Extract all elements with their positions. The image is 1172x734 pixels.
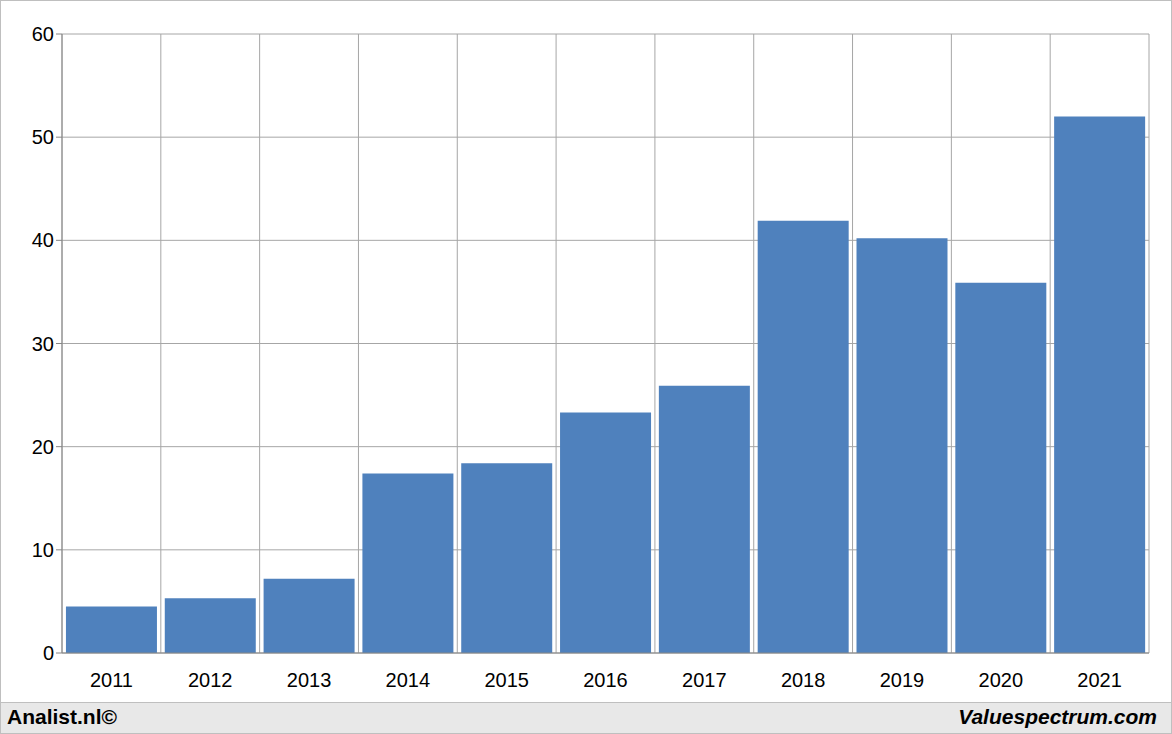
svg-text:2011: 2011 — [90, 669, 133, 691]
svg-text:50: 50 — [32, 126, 54, 148]
svg-text:2017: 2017 — [682, 669, 727, 691]
svg-text:2019: 2019 — [880, 669, 925, 691]
svg-text:40: 40 — [32, 229, 54, 251]
html-text:Valuespectrum.com: Valuespectrum.com — [958, 705, 1157, 728]
svg-text:2012: 2012 — [188, 669, 233, 691]
svg-text:2013: 2013 — [287, 669, 332, 691]
svg-text:10: 10 — [32, 539, 54, 561]
svg-text:2014: 2014 — [386, 669, 431, 691]
svg-text:2018: 2018 — [781, 669, 826, 691]
svg-text:20: 20 — [32, 436, 54, 458]
svg-text:2020: 2020 — [979, 669, 1024, 691]
svg-text:2016: 2016 — [583, 669, 628, 691]
svg-text:30: 30 — [32, 333, 54, 355]
svg-text:0: 0 — [43, 642, 54, 664]
html-text:Analist.nl©: Analist.nl© — [7, 705, 117, 728]
svg-text:60: 60 — [32, 23, 54, 45]
svg-text:2015: 2015 — [484, 669, 529, 691]
svg-text:2021: 2021 — [1077, 669, 1122, 691]
